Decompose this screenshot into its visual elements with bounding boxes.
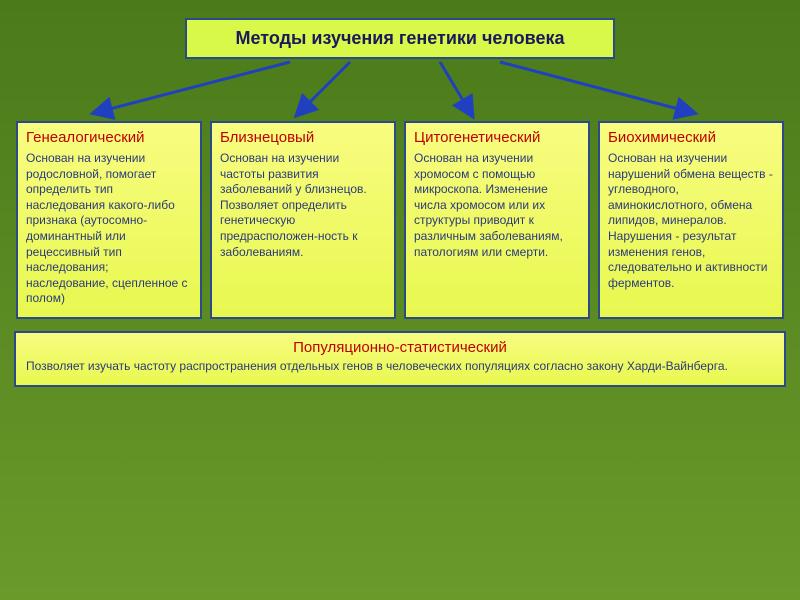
method-cytogenetic: Цитогенетический Основан на изучении хро… (404, 121, 590, 319)
arrows-layer (0, 56, 800, 126)
method-body: Позволяет изучать частоту распространени… (26, 359, 774, 375)
arrow-4 (500, 62, 690, 112)
method-biochemical: Биохимический Основан на изучении наруше… (598, 121, 784, 319)
title-text: Методы изучения генетики человека (235, 28, 564, 48)
method-heading: Цитогенетический (414, 129, 580, 146)
arrow-2 (300, 62, 350, 112)
method-body: Основан на изучении хромосом с помощью м… (414, 151, 580, 260)
method-population-statistical: Популяционно-статистический Позволяет из… (14, 331, 786, 387)
method-genealogical: Генеалогический Основан на изучении родо… (16, 121, 202, 319)
method-heading: Генеалогический (26, 129, 192, 146)
method-twin: Близнецовый Основан на изучении частоты … (210, 121, 396, 319)
method-body: Основан на изучении нарушений обмена вещ… (608, 151, 774, 291)
title-box: Методы изучения генетики человека (185, 18, 615, 59)
slide-content: Методы изучения генетики человека Генеал… (0, 0, 800, 600)
method-heading: Популяционно-статистический (26, 339, 774, 356)
method-body: Основан на изучении частоты развития заб… (220, 151, 386, 260)
arrow-1 (98, 62, 290, 112)
methods-row: Генеалогический Основан на изучении родо… (14, 121, 786, 319)
method-heading: Биохимический (608, 129, 774, 146)
arrow-3 (440, 62, 470, 112)
method-heading: Близнецовый (220, 129, 386, 146)
method-body: Основан на изучении родословной, помогае… (26, 151, 192, 307)
